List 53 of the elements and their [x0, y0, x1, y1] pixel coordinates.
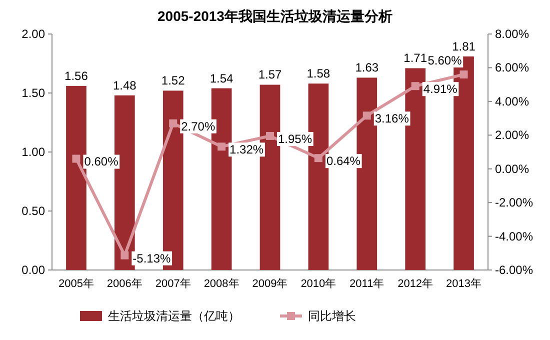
x-tick-label: 2012年 [398, 278, 434, 290]
y2-tick-label: 4.00% [495, 94, 530, 108]
y-tick-label: 2.00 [22, 27, 46, 41]
point [72, 154, 80, 163]
y2-tick-label: -6.00% [495, 263, 534, 277]
x-tick-label: 2013年 [446, 278, 482, 290]
point [460, 70, 468, 78]
y2-tick-label: -2.00% [495, 196, 534, 210]
y-tick-label: 1.50 [22, 86, 46, 100]
data-label: 1.57 [258, 68, 282, 82]
y-tick-label: 0.50 [22, 204, 46, 218]
data-label: 1.58 [306, 66, 330, 81]
data-label: 1.56 [64, 68, 88, 83]
point [169, 119, 178, 128]
point [362, 112, 371, 120]
data-label: 0.60% [84, 154, 119, 169]
x-tick-label: 2006年 [106, 278, 142, 290]
data-label: -5.13% [132, 251, 172, 266]
data-label: 3.16% [374, 112, 410, 126]
data-label: 2.70% [181, 119, 216, 134]
bar [66, 86, 86, 270]
point [266, 132, 274, 140]
y2-tick-label: 2.00% [495, 128, 530, 142]
data-label: 1.32% [230, 142, 264, 157]
point [120, 251, 129, 260]
point [411, 82, 420, 90]
data-label: 5.60% [428, 53, 462, 68]
y-tick-label: 1.00 [22, 145, 46, 159]
y2-tick-label: -4.00% [495, 229, 534, 244]
y2-tick-label: 6.00% [495, 60, 530, 75]
y2-tick-label: 0.00% [495, 162, 530, 176]
x-tick-label: 2010年 [300, 278, 336, 290]
y-tick-label: 0.00 [22, 263, 46, 277]
data-label: 1.52 [161, 74, 186, 88]
legend-label: 生活垃圾清运量（亿吨） [108, 309, 240, 323]
x-tick-label: 2007年 [155, 278, 191, 290]
x-tick-label: 2011年 [350, 278, 384, 290]
data-label: 1.54 [210, 71, 234, 86]
chart-title: 2005-2013年我国生活垃圾清运量分析 [158, 8, 392, 24]
x-tick-label: 2005年 [58, 278, 94, 290]
data-label: 1.81 [452, 39, 476, 54]
legend-label: 同比增长 [308, 309, 356, 323]
data-label: 0.64% [326, 154, 361, 168]
y2-tick-label: 8.00% [495, 27, 530, 41]
data-label: 4.91% [423, 82, 458, 96]
point [314, 154, 322, 162]
data-label: 1.63 [355, 60, 379, 75]
x-tick-label: 2008年 [204, 278, 240, 290]
x-tick-label: 2009年 [252, 278, 288, 290]
data-label: 1.95% [278, 132, 312, 146]
point [218, 142, 226, 151]
data-label: 1.48 [112, 78, 137, 92]
data-label: 1.71 [404, 51, 428, 66]
